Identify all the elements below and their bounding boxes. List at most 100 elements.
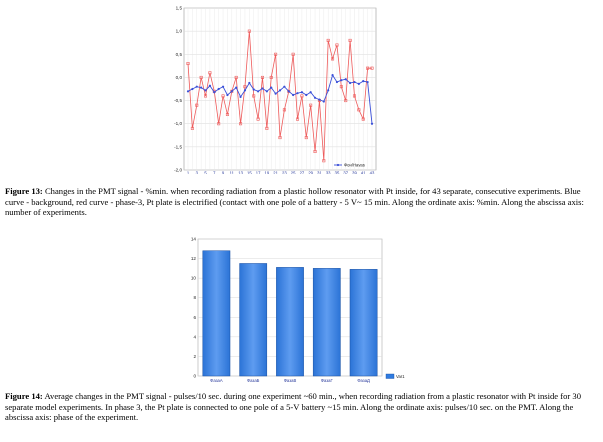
bar	[349, 269, 378, 377]
phase3-point	[230, 89, 234, 93]
phase3-point	[352, 94, 356, 98]
y-tick-label: -2,0	[174, 168, 182, 173]
figure-14-text: Average changes in the PMT signal - puls…	[5, 391, 582, 422]
x-tick-label: 41	[361, 171, 366, 175]
x-tick-label: 33	[326, 171, 331, 175]
x-tick-label: 39	[352, 171, 357, 175]
phase3-point	[260, 75, 264, 79]
x-tick-label: 17	[256, 171, 261, 175]
phase3-series-line	[187, 31, 372, 161]
bar	[276, 267, 304, 377]
background-point	[335, 80, 339, 84]
background-point	[252, 88, 255, 91]
x-tick-label: 7	[213, 171, 216, 175]
phase3-point	[348, 38, 352, 42]
background-point	[274, 92, 277, 95]
x-category-label: ФазaБ	[247, 378, 260, 383]
phase3-point	[296, 117, 300, 121]
background-point	[283, 85, 286, 88]
line-chart-pmt-signal: -2,0-1,5-1,0-0,50,00,51,01,51 3 5 7 9 11 13 15 1…	[174, 6, 377, 175]
y-tick-label: -1,5	[174, 144, 182, 149]
phase3-point	[304, 136, 308, 140]
background-point	[243, 89, 247, 92]
y-tick-label: 1,5	[176, 6, 183, 11]
background-point	[313, 96, 317, 99]
phase3-point	[265, 126, 269, 130]
background-point	[353, 80, 356, 84]
figure-13-text: Changes in the PMT signal - %min. when r…	[5, 186, 584, 217]
background-point	[226, 93, 229, 97]
legend-background-label: Фон/Наvas	[344, 163, 365, 168]
phase3-point	[186, 62, 190, 66]
y-tick-label: 14	[191, 237, 197, 242]
phase3-point	[208, 71, 212, 75]
background-point	[305, 93, 308, 97]
bar	[239, 263, 268, 377]
phase3-point	[195, 103, 199, 107]
background-point	[195, 85, 198, 88]
phase3-point	[274, 52, 278, 56]
phase3-point	[326, 38, 330, 42]
phase3-point	[322, 159, 326, 163]
y-tick-label: 1,0	[176, 29, 183, 34]
phase3-point	[278, 136, 282, 140]
background-point	[344, 78, 347, 81]
phase3-point	[300, 94, 304, 98]
x-tick-label: 5	[204, 171, 207, 175]
background-point	[366, 80, 369, 84]
figure-14-caption: Figure 14: Average changes in the PMT si…	[5, 391, 599, 423]
background-point	[322, 100, 325, 103]
phase3-point	[366, 66, 370, 70]
phase3-point	[313, 149, 317, 153]
x-tick-label: 9	[222, 171, 225, 175]
figure-14-label: Figure 14:	[5, 391, 43, 401]
phase3-point	[190, 126, 194, 130]
x-tick-label: 25	[291, 171, 296, 175]
background-point	[221, 85, 225, 88]
phase3-point	[357, 108, 361, 112]
phase3-point	[339, 85, 343, 89]
x-tick-label: 21	[273, 171, 278, 175]
legend-background-marker	[336, 163, 340, 167]
y-tick-label: -1,0	[174, 121, 182, 126]
x-tick-label: 29	[308, 171, 313, 175]
x-tick-label: 13	[238, 171, 243, 175]
y-tick-label: 12	[191, 256, 197, 261]
phase3-point	[221, 94, 225, 98]
background-point	[357, 82, 360, 86]
phase3-point	[239, 122, 243, 126]
background-point	[261, 87, 264, 90]
x-tick-label: 19	[265, 171, 270, 175]
x-category-label: ФазaА	[210, 378, 223, 383]
x-category-label: ФазaД	[357, 378, 370, 383]
legend-swatch	[385, 373, 395, 379]
y-tick-label: 4	[193, 334, 196, 339]
figure-13-caption: Figure 13: Changes in the PMT signal - %…	[5, 186, 599, 218]
x-tick-label: 11	[230, 171, 235, 175]
phase3-point	[252, 94, 256, 98]
background-point	[217, 87, 220, 91]
background-point	[362, 80, 365, 83]
background-point	[300, 91, 304, 94]
background-point	[186, 90, 190, 93]
background-point	[287, 90, 290, 93]
background-point	[230, 90, 233, 93]
y-tick-label: 0,0	[176, 75, 183, 80]
phase3-point	[361, 117, 365, 121]
phase3-point	[234, 75, 238, 79]
background-point	[331, 74, 334, 77]
background-point	[309, 91, 312, 94]
background-point	[327, 89, 330, 92]
phase3-point	[370, 66, 374, 70]
background-point	[256, 90, 260, 93]
phase3-point	[344, 99, 348, 103]
background-point	[204, 89, 207, 92]
x-tick-label: 31	[317, 171, 322, 175]
bar	[312, 268, 341, 377]
phase3-point	[243, 85, 247, 89]
background-point	[270, 86, 273, 89]
y-tick-label: 0	[193, 374, 196, 379]
phase3-point	[199, 75, 203, 79]
phase3-point	[256, 117, 260, 121]
phase3-point	[309, 103, 313, 107]
